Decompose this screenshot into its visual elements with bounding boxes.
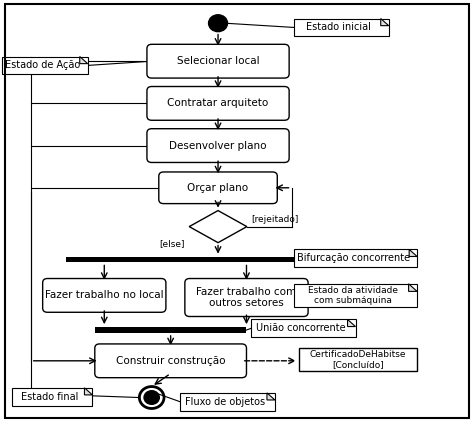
FancyBboxPatch shape <box>299 348 417 371</box>
Text: Construir construção: Construir construção <box>116 356 226 366</box>
Text: Estado da atividade
com submáquina: Estado da atividade com submáquina <box>308 286 398 305</box>
Text: Fluxo de objetos: Fluxo de objetos <box>185 397 265 407</box>
FancyBboxPatch shape <box>294 19 389 36</box>
FancyBboxPatch shape <box>147 44 289 78</box>
Text: CertificadoDeHabitse
[Concluído]: CertificadoDeHabitse [Concluído] <box>310 350 406 369</box>
FancyBboxPatch shape <box>12 388 92 406</box>
FancyBboxPatch shape <box>95 344 246 378</box>
FancyBboxPatch shape <box>294 249 417 267</box>
Circle shape <box>209 15 228 32</box>
Polygon shape <box>267 393 275 400</box>
Polygon shape <box>409 284 417 291</box>
Text: Estado final: Estado final <box>21 392 78 402</box>
Circle shape <box>144 391 159 404</box>
Text: Fazer trabalho com
outros setores: Fazer trabalho com outros setores <box>196 287 297 308</box>
Bar <box>95 327 246 333</box>
FancyBboxPatch shape <box>251 319 356 337</box>
Polygon shape <box>80 57 88 64</box>
Text: Selecionar local: Selecionar local <box>177 56 259 66</box>
Text: Estado de Ação: Estado de Ação <box>5 60 80 70</box>
FancyBboxPatch shape <box>159 172 277 203</box>
FancyBboxPatch shape <box>294 284 417 307</box>
Polygon shape <box>189 211 247 243</box>
Polygon shape <box>409 249 417 257</box>
FancyBboxPatch shape <box>180 393 275 411</box>
Bar <box>66 257 332 262</box>
FancyBboxPatch shape <box>147 129 289 162</box>
FancyBboxPatch shape <box>43 279 166 312</box>
FancyBboxPatch shape <box>147 87 289 120</box>
Text: [else]: [else] <box>159 239 184 248</box>
FancyBboxPatch shape <box>2 57 88 74</box>
Text: Desenvolver plano: Desenvolver plano <box>169 141 267 151</box>
Text: Contratar arquiteto: Contratar arquiteto <box>167 98 269 108</box>
Text: Orçar plano: Orçar plano <box>188 183 248 193</box>
Polygon shape <box>84 388 92 395</box>
Text: Fazer trabalho no local: Fazer trabalho no local <box>45 290 164 300</box>
Polygon shape <box>347 319 356 327</box>
Polygon shape <box>381 19 389 26</box>
Text: Estado inicial: Estado inicial <box>307 22 371 32</box>
Text: União concorrente: União concorrente <box>256 323 346 333</box>
Text: [rejeitado]: [rejeitado] <box>252 215 299 225</box>
Text: Bifurcação concorrente: Bifurcação concorrente <box>297 253 410 263</box>
FancyBboxPatch shape <box>185 279 308 316</box>
